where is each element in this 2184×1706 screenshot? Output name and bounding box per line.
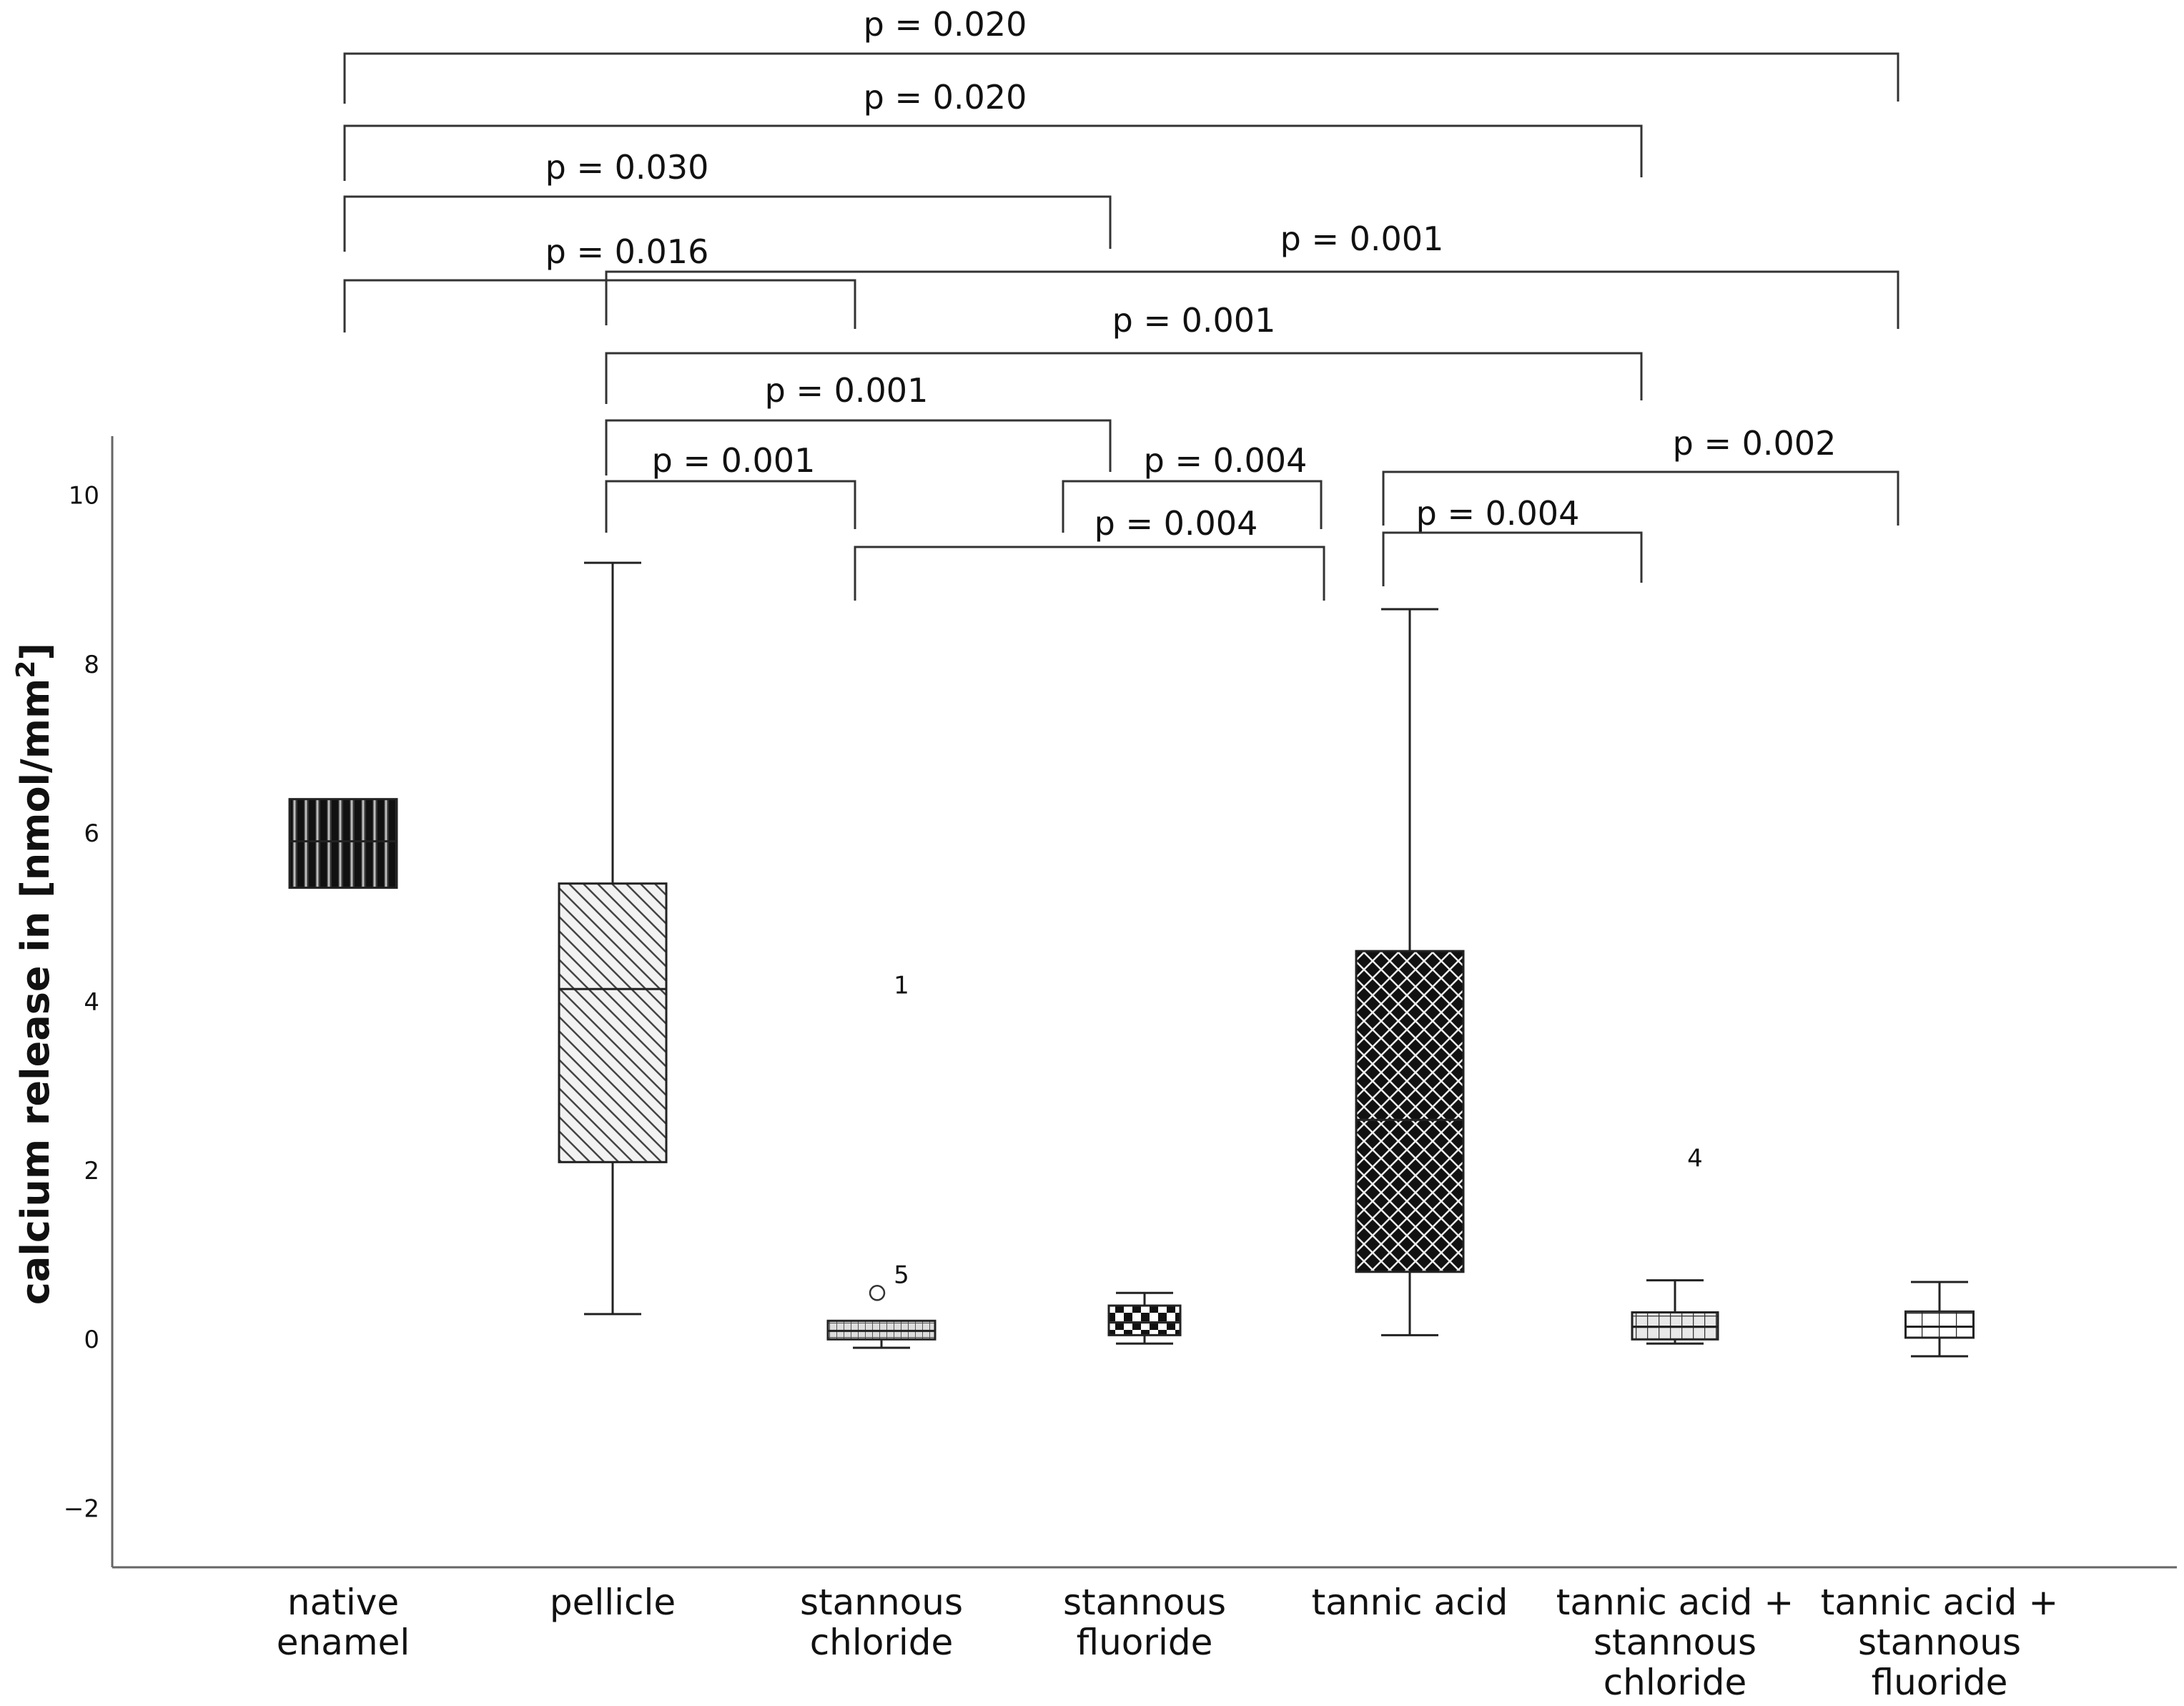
box-iqr (1904, 1310, 1975, 1339)
significance-bracket (1382, 470, 1899, 526)
box-iqr (288, 798, 398, 889)
p-value-label: p = 0.001 (1112, 301, 1276, 340)
x-tick-label: tannic acid + stannous chloride (1556, 1582, 1794, 1703)
significance-bracket (343, 124, 1643, 181)
box-iqr (1107, 1304, 1182, 1336)
outlier-marker (869, 1285, 886, 1301)
significance-bracket (605, 270, 1899, 329)
x-tick-label: tannic acid + stannous fluoride (1821, 1582, 2058, 1703)
significance-bracket (343, 279, 856, 332)
y-tick-label: 8 (84, 651, 99, 679)
y-tick-label: −2 (64, 1494, 99, 1523)
box-iqr (1355, 950, 1465, 1273)
x-tick-label: stannous fluoride (1063, 1582, 1226, 1663)
p-value-label: p = 0.001 (1280, 220, 1444, 258)
y-tick-label: 2 (84, 1157, 99, 1185)
y-tick-label: 10 (69, 482, 99, 511)
p-value-label: p = 0.002 (1673, 424, 1837, 463)
y-tick-label: 4 (84, 988, 99, 1017)
p-value-label: p = 0.020 (864, 5, 1027, 44)
significance-bracket (605, 419, 1112, 475)
outlier-label: 4 (1687, 1144, 1703, 1173)
outlier-label: 5 (894, 1261, 909, 1289)
significance-brackets: p = 0.020 p = 0.020 p = 0.030 p = 0.016 p = … (343, 5, 1899, 601)
x-tick-label: pellicle (550, 1582, 676, 1623)
p-value-label: p = 0.001 (765, 371, 929, 410)
p-value-label: p = 0.004 (1416, 494, 1580, 533)
p-value-label: p = 0.004 (1095, 504, 1258, 543)
significance-bracket (343, 195, 1112, 252)
y-tick-label: 6 (84, 819, 99, 848)
significance-bracket (343, 52, 1899, 104)
x-tick-label: stannous chloride (800, 1582, 963, 1663)
box-7 (1904, 1281, 1975, 1358)
y-axis-label: calcium release in [nmol/mm2] (11, 643, 58, 1305)
p-value-label: p = 0.004 (1144, 441, 1308, 480)
significance-bracket (1062, 480, 1323, 533)
box-iqr (558, 882, 668, 1163)
y-tick-label: 0 (84, 1326, 99, 1354)
boxes: 5 1 4 (288, 561, 1975, 1358)
x-tick-label: tannic acid (1312, 1582, 1508, 1623)
axes: −2 0 2 4 6 8 10 native enamel pellicle stannous chl… (64, 436, 2177, 1703)
box-3 (826, 1319, 937, 1349)
significance-bracket (605, 352, 1643, 404)
box-1 (288, 798, 398, 889)
box-4 (1107, 1291, 1182, 1345)
significance-bracket (605, 480, 856, 533)
x-tick-label: native enamel (277, 1582, 410, 1663)
p-value-label: p = 0.016 (545, 232, 709, 271)
significance-bracket (854, 546, 1325, 601)
outlier-label: 1 (894, 971, 909, 1000)
box-5 (1355, 608, 1465, 1336)
p-value-label: p = 0.030 (545, 148, 709, 187)
p-value-label: p = 0.001 (652, 441, 816, 480)
significance-bracket (1382, 531, 1643, 586)
box-6 (1631, 1279, 1719, 1345)
p-value-label: p = 0.020 (864, 78, 1027, 117)
box-2 (558, 561, 668, 1316)
